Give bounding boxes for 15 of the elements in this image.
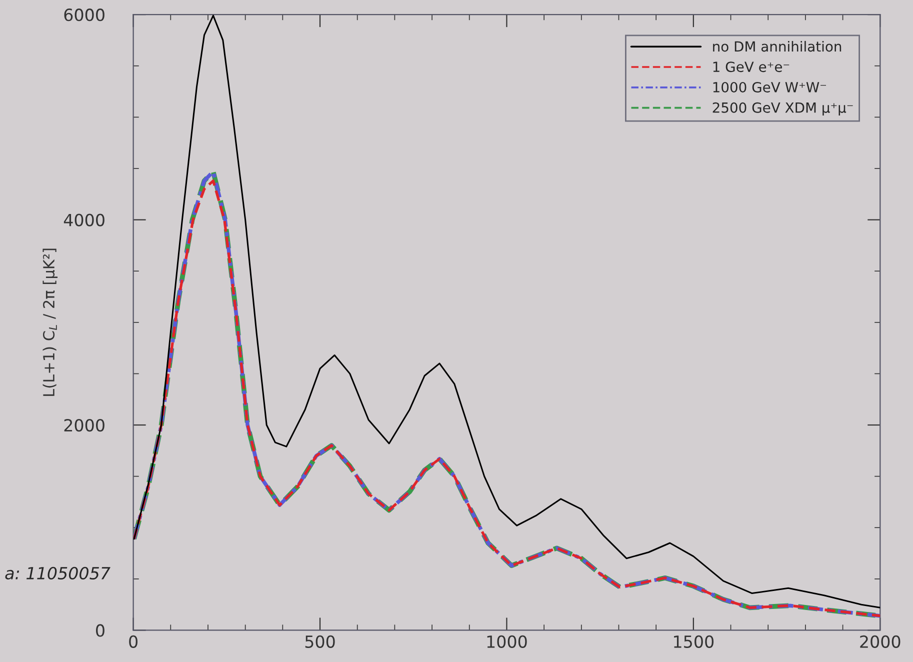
y-tick-label: 2000 <box>64 418 104 432</box>
x-tick-label: 2000 <box>860 635 900 648</box>
x-tick-label: 500 <box>305 635 335 648</box>
y-tick-label: 0 <box>96 624 104 637</box>
legend-label: 1 GeV e⁺e⁻ <box>713 62 790 72</box>
legend-label: 1000 GeV W⁺W⁻ <box>713 82 826 92</box>
y-tick-label: 4000 <box>64 214 104 226</box>
x-tick-label: 1000 <box>487 635 527 648</box>
x-tick-label: 0 <box>129 635 138 648</box>
legend-label: no DM annihilation <box>713 40 842 52</box>
x-tick-label: 1500 <box>674 635 714 648</box>
y-axis-title: L(L+1) C$_{L}$ / 2π [μK²] <box>42 248 58 396</box>
y-tick-label: 6000 <box>64 8 104 22</box>
legend-label: 2500 GeV XDM μ⁺μ⁻ <box>712 102 853 116</box>
text: a: 11050057 <box>5 566 110 580</box>
